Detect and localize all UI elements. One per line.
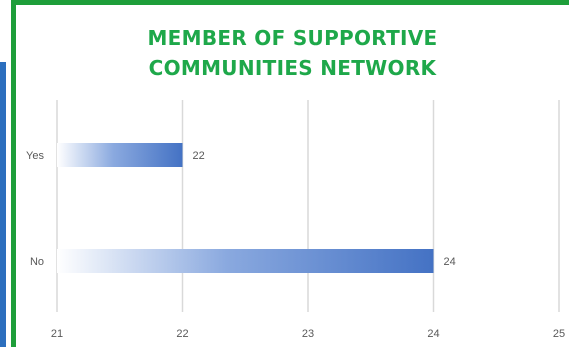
data-label-yes: 22 — [193, 150, 205, 162]
chart-title-line-1: MEMBER OF SUPPORTIVE — [147, 26, 438, 50]
category-label-yes: Yes — [26, 150, 44, 162]
x-tick-label-22: 22 — [176, 328, 188, 340]
green-border-left — [11, 0, 16, 347]
chart-title-line-2: COMMUNITIES NETWORK — [148, 56, 437, 80]
x-tick-label-23: 23 — [302, 328, 314, 340]
x-tick-label-21: 21 — [51, 328, 63, 340]
x-tick-label-25: 25 — [553, 328, 565, 340]
blue-side-accent — [0, 62, 6, 347]
bars — [57, 143, 434, 273]
gridlines — [56, 100, 560, 312]
x-tick-label-24: 24 — [427, 328, 439, 340]
green-border-top — [11, 0, 569, 5]
data-label-no: 24 — [444, 256, 456, 268]
category-label-no: No — [30, 256, 44, 268]
labels: 21 22 23 24 25 Yes 22 No 24 — [26, 150, 565, 340]
bar-no — [57, 249, 434, 273]
bar-yes — [57, 143, 183, 167]
